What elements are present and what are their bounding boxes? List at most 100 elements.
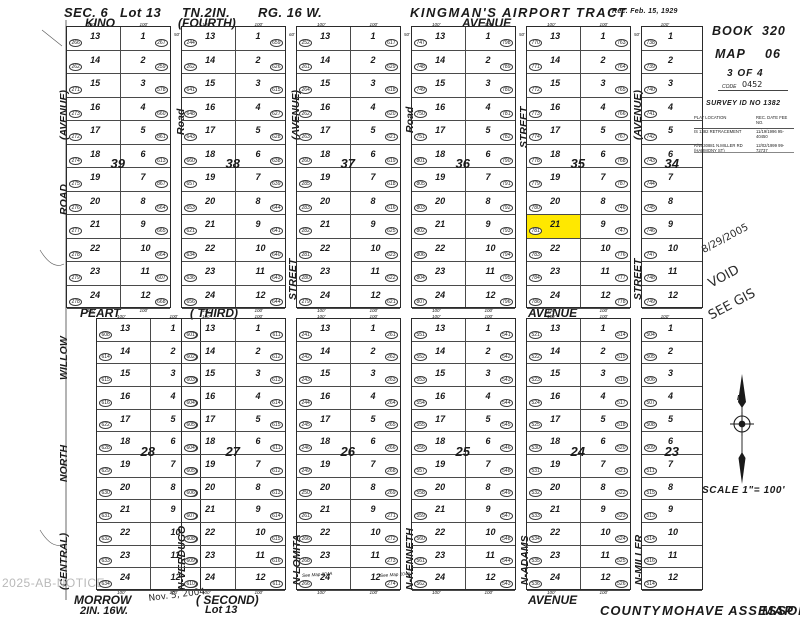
lot-row[interactable]: 13 1 521 514 <box>527 319 630 342</box>
lot-row[interactable]: 16 4 750 781 <box>412 98 515 121</box>
lot-row[interactable]: 16 4 524 517 <box>527 387 630 410</box>
lot-row[interactable]: 1 504 <box>642 319 702 342</box>
lot-row[interactable]: 21 9 559 547 <box>412 500 515 523</box>
block-37[interactable]: 13 1 252 617 14 2 261 629 15 3 264 618 16 4 262 620 17 5 2… <box>296 22 401 313</box>
lot-row[interactable]: 17 5 272 861 <box>67 121 170 145</box>
lot-row[interactable]: 8 515 <box>642 478 702 501</box>
lot-row[interactable]: 19 7 605 612 <box>182 455 285 478</box>
lot-row[interactable]: 14 2 262 626 <box>182 51 285 74</box>
lot-row[interactable]: 19 7 275 867 <box>67 168 170 192</box>
lot-row[interactable]: 15 3 641 615 <box>182 74 285 98</box>
lot-row[interactable]: 4 741 <box>642 98 702 121</box>
lot-row[interactable]: 14 2 748 789 <box>412 51 515 74</box>
lot-row[interactable]: 22 10 278 664 <box>67 239 170 262</box>
lot-row[interactable]: 18 6 801 790 <box>412 145 515 168</box>
lot-row[interactable]: 13 1 551 541 <box>412 319 515 342</box>
lot-row[interactable]: 10 514 <box>642 523 702 546</box>
lot-row[interactable]: 18 6 530 520 <box>527 432 630 455</box>
lot-row[interactable]: 15 3 523 516 <box>527 364 630 387</box>
lot-row[interactable]: 2 505 <box>642 342 702 365</box>
lot-row[interactable]: 17 5 605 615 <box>182 410 285 433</box>
lot-row[interactable]: 16 4 554 544 <box>412 387 515 410</box>
lot-row[interactable]: 19 7 779 787 <box>527 168 630 192</box>
lot-row[interactable]: 24 12 279 621 <box>297 286 400 309</box>
lot-row[interactable]: 18 6 274 613 <box>67 145 170 168</box>
lot-row[interactable]: 16 4 773 766 <box>527 98 630 121</box>
lot-row[interactable]: 23 11 804 795 <box>412 262 515 286</box>
lot-row[interactable]: 15 3 553 543 <box>412 364 515 387</box>
lot-row[interactable]: 17 5 245 265 <box>297 410 400 433</box>
lot-row[interactable]: 10 747 <box>642 239 702 262</box>
lot-row[interactable]: 3 506 <box>642 364 702 387</box>
lot-row[interactable]: 19 7 557 548 <box>412 455 515 478</box>
lot-row[interactable]: 20 8 532 522 <box>527 478 630 501</box>
lot-row[interactable]: 16 4 273 660 <box>67 98 170 121</box>
lot-row[interactable]: 2 739 <box>642 51 702 74</box>
block-36[interactable]: 13 1 747 798 14 2 748 789 15 3 749 780 16 4 750 781 17 5 7… <box>411 22 516 313</box>
lot-row[interactable]: 16 4 604 614 <box>182 387 285 410</box>
lot-row[interactable]: 21 9 282 625 <box>297 215 400 239</box>
lot-row[interactable]: 13 1 266 267 <box>67 27 170 51</box>
lot-row[interactable]: 20 8 283 616 <box>297 192 400 215</box>
lot-row[interactable]: 21 9 533 523 <box>527 500 630 523</box>
lot-row[interactable]: 6 509 <box>642 432 702 455</box>
lot-row[interactable]: 14 2 771 764 <box>527 51 630 74</box>
lot-row[interactable]: 18 6 604 611 <box>182 432 285 455</box>
lot-row[interactable]: 23 11 609 616 <box>182 546 285 569</box>
lot-row[interactable]: 17 5 263 621 <box>297 121 400 145</box>
lot-row[interactable]: 22 10 560 548 <box>412 523 515 546</box>
lot-row[interactable]: 11 516 <box>642 546 702 569</box>
lot-row[interactable]: 20 8 606 613 <box>182 478 285 501</box>
lot-row[interactable]: 17 5 555 545 <box>412 410 515 433</box>
lot-row[interactable]: 23 11 535 525 <box>527 546 630 569</box>
lot-row[interactable]: 24 12 278 668 <box>67 286 170 309</box>
lot-row[interactable]: 20 8 653 644 <box>182 192 285 215</box>
lot-row[interactable]: 19 7 285 618 <box>297 168 400 192</box>
lot-row[interactable]: 19 7 531 521 <box>527 455 630 478</box>
lot-row[interactable]: 3 740 <box>642 74 702 98</box>
lot-row[interactable]: 12 749 <box>642 286 702 309</box>
lot-row[interactable]: 21 9 607 614 <box>182 500 285 523</box>
lot-row[interactable]: 13 1 241 261 <box>297 319 400 342</box>
lot-row[interactable]: 18 6 556 546 <box>412 432 515 455</box>
lot-row[interactable]: 18 6 260 619 <box>297 145 400 168</box>
lot-row[interactable]: 23 11 279 607 <box>67 262 170 286</box>
lot-row[interactable]: 22 10 634 640 <box>182 239 285 262</box>
lot-row[interactable]: 14 2 552 542 <box>412 342 515 365</box>
block-27[interactable]: 13 1 601 611 14 2 602 612 15 3 603 613 16 4 604 614 17 5 6… <box>181 314 286 595</box>
lot-row[interactable]: 24 12 562 543 <box>412 568 515 591</box>
lot-row[interactable]: 24 12 656 644 <box>182 286 285 309</box>
lot-row[interactable]: 18 6 660 638 <box>182 145 285 168</box>
lot-row[interactable]: 20 8 276 664 <box>67 192 170 215</box>
lot-row[interactable]: 23 11 268 273 <box>297 546 400 569</box>
lot-row[interactable]: 20 8 250 269 <box>297 478 400 501</box>
lot-row[interactable]: 24 12 266 274 <box>297 568 400 591</box>
lot-row[interactable]: 17 5 643 628 <box>182 121 285 145</box>
lot-row[interactable]: 24 12 807 796 <box>412 286 515 309</box>
lot-row[interactable]: 18 6 778 768 <box>527 145 630 168</box>
lot-row[interactable]: 20 8 558 549 <box>412 478 515 501</box>
block-26[interactable]: 13 1 241 261 14 2 242 262 15 3 243 263 16 4 244 264 17 5 2… <box>296 314 401 595</box>
lot-row[interactable]: 9 513 <box>642 500 702 523</box>
lot-row[interactable]: 4 507 <box>642 387 702 410</box>
lot-row[interactable]: 15 3 264 618 <box>297 74 400 98</box>
lot-row[interactable]: 14 2 262 259 <box>67 51 170 74</box>
lot-row[interactable]: 20 8 803 792 <box>412 192 515 215</box>
lot-row[interactable]: 5 742 <box>642 121 702 145</box>
lot-row[interactable]: 22 10 608 615 <box>182 523 285 546</box>
lot-row[interactable]: 18 6 246 266 <box>297 432 400 455</box>
lot-row[interactable]: 21 9 802 793 <box>412 215 515 239</box>
lot-row[interactable]: 22 10 534 524 <box>527 523 630 546</box>
lot-row[interactable]: 24 12 536 526 <box>527 568 630 591</box>
lot-row[interactable]: 15 3 243 263 <box>297 364 400 387</box>
lot-row[interactable]: 22 10 281 623 <box>297 239 400 262</box>
lot-row[interactable]: 16 4 648 627 <box>182 98 285 121</box>
block-24[interactable]: 13 1 521 514 14 2 522 515 15 3 523 516 16 4 524 517 17 5 5… <box>526 314 631 595</box>
block-25[interactable]: 13 1 551 541 14 2 552 542 15 3 553 543 16 4 554 544 17 5 5… <box>411 314 516 595</box>
lot-row[interactable]: 19 7 805 791 <box>412 168 515 192</box>
block-23[interactable]: 1 504 2 505 3 506 4 507 5 508 6 509 7 511 8 515 9 513 10 51… <box>641 314 703 591</box>
lot-row[interactable]: 15 3 772 765 <box>527 74 630 98</box>
lot-row[interactable]: 16 4 244 264 <box>297 387 400 410</box>
block-34[interactable]: 1 738 2 739 3 740 4 741 5 742 6 743 7 744 8 745 9 746 10 74… <box>641 22 703 309</box>
lot-row[interactable]: 23 11 636 643 <box>182 262 285 286</box>
